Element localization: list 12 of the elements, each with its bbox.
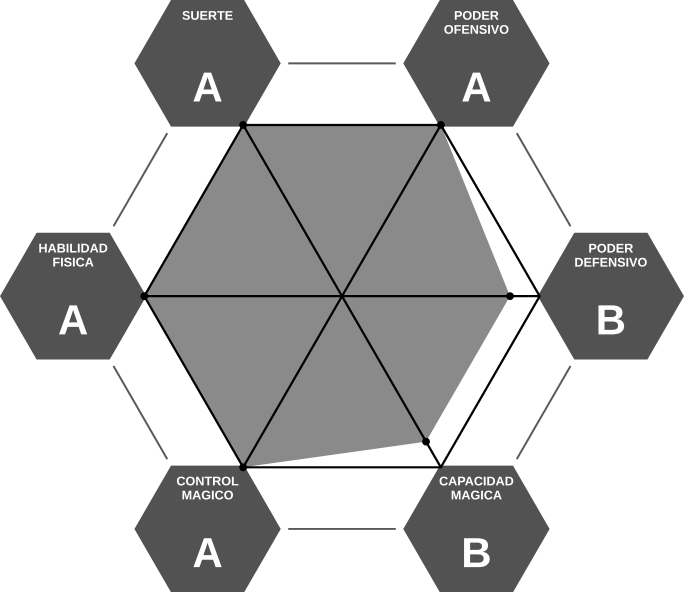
- text: A: [193, 538, 222, 567]
- spoke-label: CONTROL MAGICO: [176, 476, 238, 500]
- spoke-label: CAPACIDAD MAGICA: [440, 476, 514, 500]
- text: A: [59, 305, 88, 334]
- spoke-label: PODER OFENSIVO: [444, 10, 508, 34]
- text: B: [598, 305, 624, 334]
- spoke-label: PODER DEFENSIVO: [575, 244, 647, 267]
- spoke-label: HABILIDAD FISICA: [39, 244, 108, 266]
- text: B: [464, 538, 490, 567]
- text: A: [193, 72, 222, 102]
- spoke-label: SUERTE: [182, 10, 233, 20]
- text: A: [462, 72, 491, 102]
